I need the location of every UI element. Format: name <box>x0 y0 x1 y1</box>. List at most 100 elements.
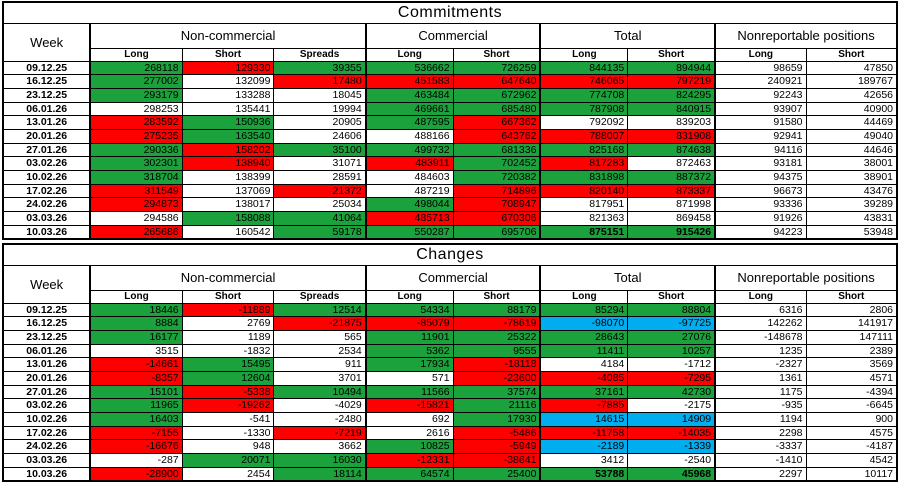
value-cell: 35100 <box>273 142 367 158</box>
week-cell: 17.02.26 <box>2 425 92 441</box>
value-cell: 290336 <box>89 142 183 158</box>
value-cell: 788007 <box>539 128 629 144</box>
value-cell: 132099 <box>181 74 275 89</box>
value-cell: -85079 <box>364 316 454 331</box>
value-cell: 16030 <box>273 453 367 468</box>
week-cell: 06.01.26 <box>2 101 92 117</box>
value-cell: 158202 <box>181 142 275 158</box>
value-cell: 43476 <box>805 183 898 199</box>
value-cell: -7219 <box>273 425 367 441</box>
value-cell: 28643 <box>539 329 629 345</box>
value-cell: 2534 <box>273 343 367 359</box>
week-cell: 03.03.26 <box>2 453 92 468</box>
week-column-header: Week <box>2 264 92 304</box>
value-cell: 92941 <box>714 128 807 144</box>
week-cell: 23.12.25 <box>2 329 92 345</box>
value-cell: 874638 <box>627 142 716 158</box>
value-cell: 894944 <box>627 60 716 76</box>
value-cell: -1832 <box>181 343 275 359</box>
value-cell: 18045 <box>273 87 367 103</box>
changes-table: Changes Week Non-commercial Commercial T… <box>2 243 898 482</box>
value-cell: 25322 <box>452 329 541 345</box>
value-cell: 294586 <box>89 211 183 226</box>
group-header-total: Total <box>539 264 716 291</box>
value-cell: 19994 <box>273 101 367 117</box>
value-cell: 3569 <box>805 357 898 372</box>
value-cell: 17930 <box>452 412 541 427</box>
subheader-t-short: Short <box>627 289 716 304</box>
value-cell: 9555 <box>452 343 541 359</box>
value-cell: 1175 <box>714 384 807 400</box>
value-cell: 672962 <box>452 87 541 103</box>
value-cell: 824295 <box>627 87 716 103</box>
value-cell: 37574 <box>452 384 541 400</box>
value-cell: 47850 <box>805 60 898 76</box>
value-cell: -1712 <box>627 357 716 372</box>
commitments-table-body: 09.12.25 268118 129330 39355 536662 726259 844… <box>2 60 898 240</box>
group-header-total: Total <box>539 22 716 49</box>
value-cell: 3412 <box>539 453 629 468</box>
value-cell: 93336 <box>714 197 807 213</box>
value-cell: 643762 <box>452 128 541 144</box>
value-cell: 469661 <box>364 101 454 117</box>
value-cell: -14661 <box>89 357 183 372</box>
table-row: 20.01.26 -8357 12604 3701 571 -23600 -4085 -729… <box>2 370 898 386</box>
value-cell: -5949 <box>452 439 541 455</box>
value-cell: -2540 <box>627 453 716 468</box>
value-cell: 15101 <box>89 384 183 400</box>
value-cell: 499732 <box>364 142 454 158</box>
table-row: 17.02.26 -7155 -1330 -7219 2616 -5486 -11758 -1… <box>2 425 898 441</box>
value-cell: 17934 <box>364 357 454 372</box>
week-column-header: Week <box>2 22 92 62</box>
subheader-nr-short: Short <box>805 47 898 62</box>
value-cell: -4187 <box>805 439 898 455</box>
value-cell: -11889 <box>181 302 275 318</box>
value-cell: 774708 <box>539 87 629 103</box>
value-cell: 670306 <box>452 211 541 226</box>
table-row: 13.01.26 -14661 15495 911 17934 -18118 4184 -17… <box>2 357 898 372</box>
group-header-nonreportable: Nonreportable positions <box>714 264 898 291</box>
value-cell: 536662 <box>364 60 454 76</box>
value-cell: 53788 <box>539 466 629 482</box>
subheader-c-short: Short <box>452 47 541 62</box>
table-row: 03.02.26 302301 138940 31071 483911 702452 817… <box>2 156 898 171</box>
value-cell: 948 <box>181 439 275 455</box>
value-cell: 11566 <box>364 384 454 400</box>
value-cell: 647640 <box>452 74 541 89</box>
value-cell: 685480 <box>452 101 541 117</box>
value-cell: 96673 <box>714 183 807 199</box>
value-cell: 1361 <box>714 370 807 386</box>
value-cell: 91926 <box>714 211 807 226</box>
value-cell: -15821 <box>364 398 454 413</box>
value-cell: 873337 <box>627 183 716 199</box>
value-cell: -2189 <box>539 439 629 455</box>
value-cell: 294873 <box>89 197 183 213</box>
table-row: 03.03.26 -287 20071 16030 -12331 -38641 3412 -2… <box>2 453 898 468</box>
value-cell: 94223 <box>714 224 807 240</box>
subheader-nc-spreads: Spreads <box>273 289 367 304</box>
value-cell: 14909 <box>627 412 716 427</box>
subheader-nr-long: Long <box>714 289 807 304</box>
table-row: 16.12.25 8884 2769 -21875 -85079 -78619 -98070… <box>2 316 898 331</box>
table-row: 23.12.25 16177 1189 565 11901 25322 28643 27076… <box>2 329 898 345</box>
value-cell: 831898 <box>539 170 629 185</box>
value-cell: -2175 <box>627 398 716 413</box>
value-cell: -18118 <box>452 357 541 372</box>
value-cell: -38641 <box>452 453 541 468</box>
value-cell: 18114 <box>273 466 367 482</box>
value-cell: 138017 <box>181 197 275 213</box>
value-cell: 98659 <box>714 60 807 76</box>
value-cell: -11758 <box>539 425 629 441</box>
value-cell: 484603 <box>364 170 454 185</box>
value-cell: 40900 <box>805 101 898 117</box>
value-cell: 4542 <box>805 453 898 468</box>
value-cell: 88804 <box>627 302 716 318</box>
value-cell: 41064 <box>273 211 367 226</box>
value-cell: -7295 <box>627 370 716 386</box>
table-row: 13.01.26 283592 150936 20905 487595 667362 792… <box>2 115 898 130</box>
value-cell: 787908 <box>539 101 629 117</box>
changes-title: Changes <box>2 243 898 266</box>
value-cell: 129330 <box>181 60 275 76</box>
value-cell: 2454 <box>181 466 275 482</box>
